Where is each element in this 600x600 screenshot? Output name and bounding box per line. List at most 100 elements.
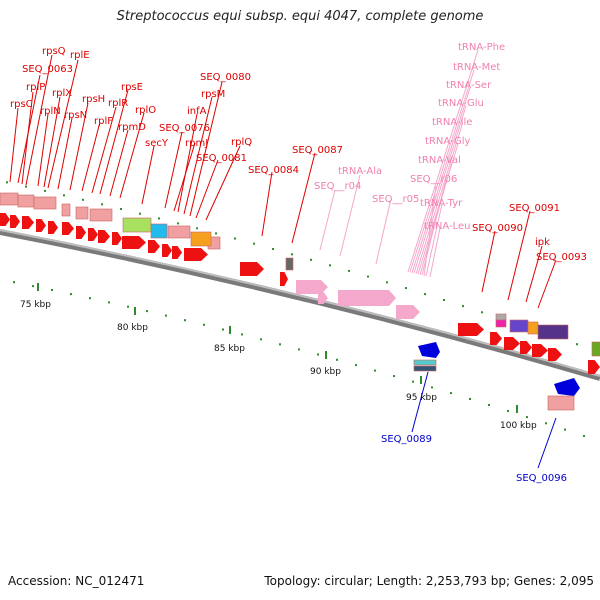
- ring-dot: [70, 293, 72, 296]
- ring-dot: [32, 285, 34, 288]
- ring-dot: [89, 297, 91, 300]
- gene-box-magenta: [495, 319, 507, 328]
- gene-label: rplE: [70, 50, 90, 61]
- gene-label: SEQ_0080: [200, 72, 251, 83]
- trna-label: tRNA-Leu: [424, 221, 470, 232]
- gene-arrow: [48, 221, 58, 234]
- gene-label: rplP: [26, 82, 45, 93]
- gene-label: SEQ_0093: [536, 252, 587, 263]
- trna-label: tRNA-Ala: [338, 166, 382, 177]
- gene-arrow: [548, 348, 562, 361]
- gene-arrow: [458, 323, 484, 336]
- gene-arrow: [184, 248, 208, 261]
- ring-dot: [82, 198, 84, 201]
- gene-label: SEQ_0081: [196, 153, 247, 164]
- ring-dot: [51, 289, 53, 291]
- ring-dot: [329, 264, 331, 267]
- inner-dot-ring: [13, 281, 585, 437]
- trna-label: tRNA-Tyr: [420, 198, 463, 209]
- trna-label: tRNA-Glu: [438, 98, 484, 109]
- gene-label: rpsQ: [42, 46, 66, 57]
- ring-dot: [165, 314, 167, 317]
- gene-label: rplR: [108, 98, 128, 109]
- ring-dot: [336, 358, 338, 361]
- trna-label: tRNA-Gly: [425, 136, 470, 147]
- ring-dot: [374, 369, 376, 372]
- ring-dot: [507, 410, 509, 412]
- ring-dot: [222, 328, 224, 331]
- gene-box-orange: [190, 231, 212, 247]
- trna-arrow: [296, 280, 328, 294]
- gene-arrow: [532, 344, 548, 357]
- gene-arrow: [162, 244, 172, 257]
- gene-label: rplX: [52, 88, 72, 99]
- gene-label: rpmJ: [185, 138, 208, 149]
- trna-label: tRNA-Ile: [432, 117, 472, 128]
- ring-dot: [298, 348, 300, 351]
- topology-text: Topology: circular; Length: 2,253,793 bp…: [264, 574, 594, 588]
- gene-arrow: [0, 213, 10, 226]
- gene-arrow: [10, 215, 20, 228]
- ring-dot: [348, 269, 350, 272]
- map-title: Streptococcus equi subsp. equi 4047, com…: [116, 9, 484, 24]
- ring-dot: [431, 386, 433, 389]
- gene-arrow: [148, 240, 160, 253]
- gene-label: rpsE: [121, 82, 143, 93]
- gene-label: SEQ_0076: [159, 123, 210, 134]
- gene-box-gray: [285, 257, 294, 271]
- gene-arrow: [240, 262, 264, 276]
- gene-label: secY: [145, 138, 169, 149]
- tick-marks: 75 kbp 80 kbp 85 kbp 90 kbp 95 kbp 100 k…: [20, 283, 537, 431]
- trna-label: tRNA-Met: [453, 62, 500, 73]
- genome-backbone: [0, 229, 600, 381]
- gene-label: infA: [187, 106, 207, 117]
- gene-arrow: [490, 332, 502, 345]
- gene-arrow: [504, 337, 520, 350]
- gene-label: rpsM: [201, 89, 225, 100]
- accession-text: Accession: NC_012471: [8, 574, 145, 588]
- ring-dot: [44, 189, 46, 192]
- ring-dot: [564, 428, 566, 431]
- tick-label: 85 kbp: [214, 344, 245, 354]
- ring-dot: [260, 338, 262, 341]
- gene-box-cyan: [150, 223, 168, 239]
- gene-box: [17, 194, 35, 208]
- ring-dot: [386, 281, 388, 284]
- trna-arrow: [396, 305, 420, 319]
- ring-dot: [6, 181, 8, 184]
- gene-label: rplO: [135, 105, 156, 116]
- gene-label: rpsN: [64, 110, 87, 121]
- tick-label: 80 kbp: [117, 323, 148, 333]
- ring-dot: [545, 422, 547, 425]
- ring-dot: [25, 185, 27, 188]
- gene-arrow: [76, 226, 86, 239]
- pink-labels: tRNA-Phe tRNA-Met tRNA-Ser tRNA-Glu tRNA…: [314, 42, 505, 232]
- ring-dot: [310, 258, 312, 261]
- gene-label: rplN: [40, 106, 61, 117]
- gene-features: [0, 192, 600, 411]
- gene-label: rplF: [94, 116, 113, 127]
- gene-box-purple: [509, 319, 529, 333]
- trna-arrow: [318, 292, 328, 304]
- ring-dot: [127, 305, 129, 308]
- tick-label: 95 kbp: [406, 393, 437, 403]
- gene-arrow: [280, 272, 288, 286]
- gene-box-orange: [527, 321, 539, 335]
- gene-label: rpsH: [82, 94, 105, 105]
- gene-box: [61, 203, 71, 217]
- ring-dot: [272, 248, 274, 250]
- gene-box: [89, 208, 113, 222]
- ring-dot: [234, 237, 236, 240]
- gene-arrow: [98, 230, 110, 243]
- ring-dot: [203, 323, 205, 326]
- ring-dot: [481, 311, 483, 314]
- gene-box: [0, 192, 19, 206]
- trna-label: tRNA-Val: [418, 155, 461, 166]
- tick-label: 75 kbp: [20, 300, 51, 310]
- ring-dot: [450, 392, 452, 395]
- gene-arrow: [88, 228, 98, 241]
- gene-label: SEQ_0096: [516, 473, 567, 484]
- gene-label: SEQ_0063: [22, 64, 73, 75]
